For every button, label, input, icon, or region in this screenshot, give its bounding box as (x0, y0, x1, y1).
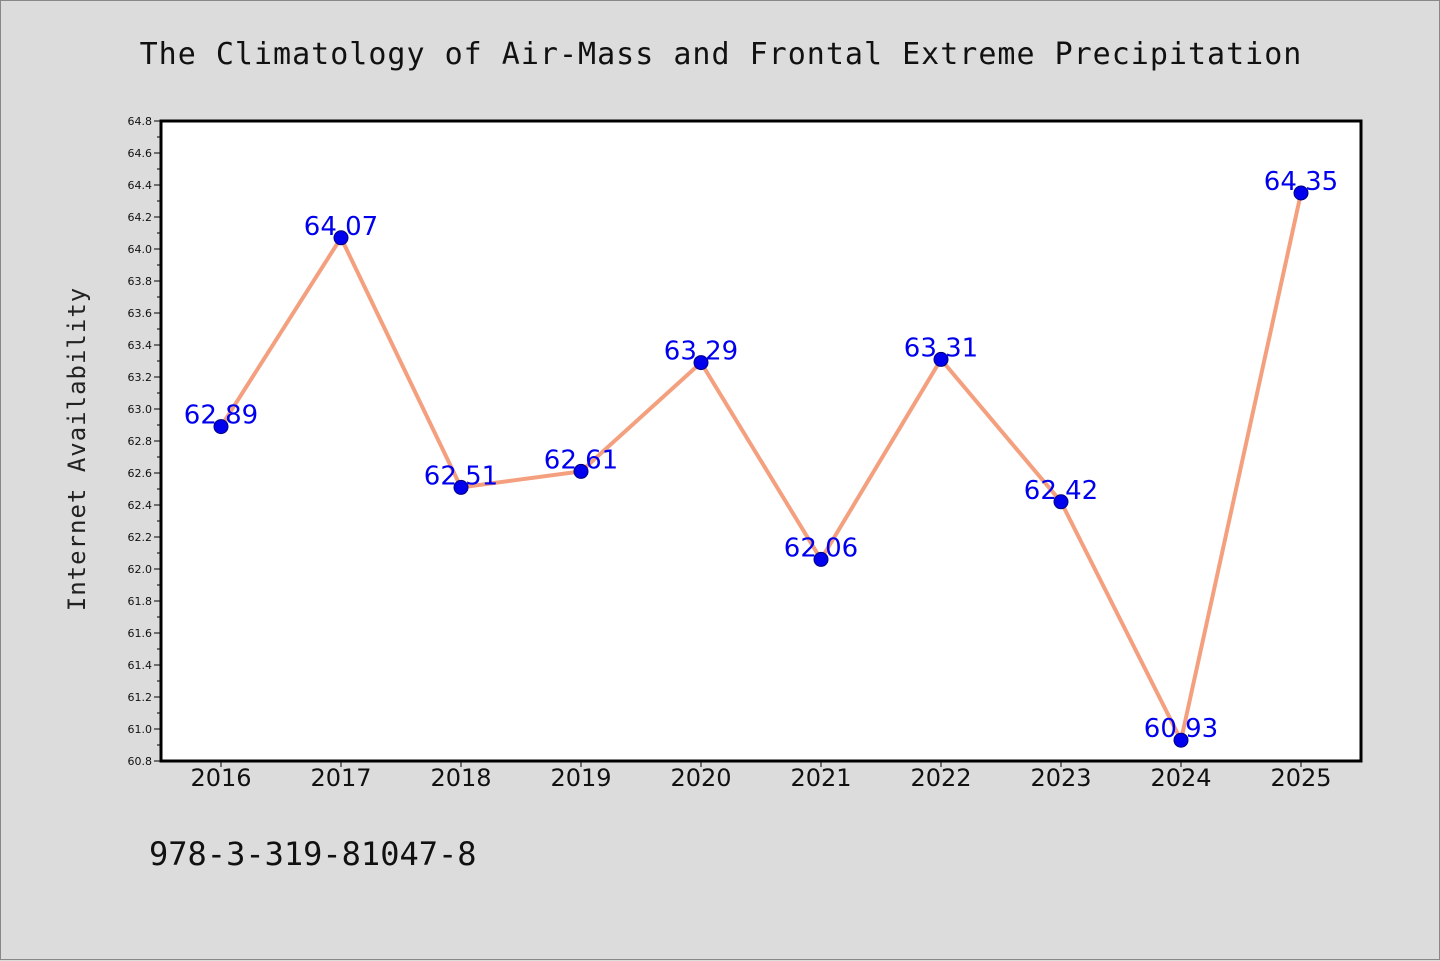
x-tick-label: 2017 (310, 764, 371, 792)
x-tick-label: 2020 (670, 764, 731, 792)
y-tick-label: 64.4 (128, 179, 153, 192)
y-tick-label: 62.0 (128, 563, 153, 576)
data-value-label: 63.31 (904, 333, 978, 363)
y-tick-label: 61.4 (128, 659, 153, 672)
y-tick-label: 62.6 (128, 467, 153, 480)
y-tick-label: 62.2 (128, 531, 153, 544)
data-value-label: 64.07 (304, 212, 378, 242)
y-tick-label: 61.2 (128, 691, 153, 704)
y-axis-ticks: 60.8 61.0 61.2 61.4 61.6 61.8 62.0 62.2 62.4 62.6… (128, 115, 162, 768)
data-value-label: 64.35 (1264, 167, 1338, 197)
y-tick-label: 63.0 (128, 403, 153, 416)
y-axis-label: Internet Availability (63, 287, 91, 611)
x-tick-label: 2021 (790, 764, 851, 792)
y-tick-label: 63.8 (128, 275, 153, 288)
y-tick-label: 63.4 (128, 339, 153, 352)
footer-isbn: 978-3-319-81047-8 (149, 835, 477, 873)
y-tick-label: 61.8 (128, 595, 153, 608)
x-tick-label: 2022 (910, 764, 971, 792)
data-value-label: 62.89 (184, 401, 258, 431)
y-tick-label: 64.0 (128, 243, 153, 256)
y-tick-label: 61.0 (128, 723, 153, 736)
x-tick-label: 2016 (190, 764, 251, 792)
y-tick-label: 64.8 (128, 115, 153, 128)
y-tick-label: 60.8 (128, 755, 153, 768)
data-value-label: 62.06 (784, 533, 858, 563)
x-tick-label: 2025 (1270, 764, 1331, 792)
data-value-label: 60.93 (1144, 714, 1218, 744)
y-tick-label: 62.4 (128, 499, 153, 512)
y-tick-label: 61.6 (128, 627, 153, 640)
x-tick-label: 2019 (550, 764, 611, 792)
x-tick-label: 2024 (1150, 764, 1211, 792)
x-tick-label: 2023 (1030, 764, 1091, 792)
y-tick-label: 64.6 (128, 147, 153, 160)
x-axis-ticks: 2016 2017 2018 2019 2020 2021 2022 2023 2024 2025 (190, 761, 1331, 792)
data-value-label: 63.29 (664, 337, 738, 367)
y-tick-label: 64.2 (128, 211, 153, 224)
y-tick-label: 63.2 (128, 371, 153, 384)
x-tick-label: 2018 (430, 764, 491, 792)
y-tick-label: 63.6 (128, 307, 153, 320)
data-value-label: 62.61 (544, 445, 618, 475)
data-value-label: 62.51 (424, 461, 498, 491)
y-tick-label: 62.8 (128, 435, 153, 448)
chart-title: The Climatology of Air-Mass and Frontal … (140, 37, 1303, 72)
data-value-label: 62.42 (1024, 476, 1098, 506)
